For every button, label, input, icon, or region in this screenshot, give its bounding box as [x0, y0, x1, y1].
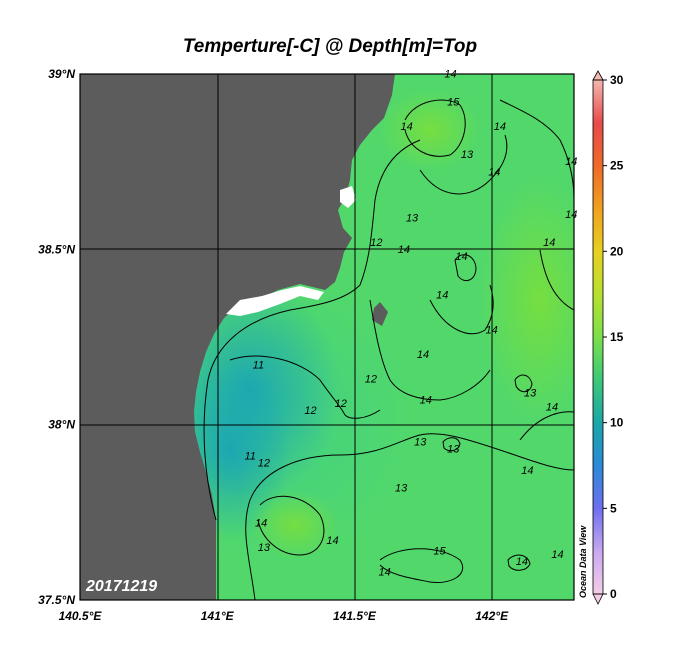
contour-label: 13: [406, 212, 419, 224]
contour-lines: [203, 99, 574, 600]
contour-label: 14: [436, 289, 448, 301]
land-coast-white-north: [340, 186, 356, 208]
contour-label: 13: [395, 482, 408, 494]
contour-label: 14: [494, 121, 506, 133]
contour-line: [369, 299, 491, 401]
plot-frame: [79, 73, 575, 601]
contour-line: [404, 99, 466, 157]
lon-tick-label: 140.5°E: [59, 609, 103, 623]
contour-label: 12: [365, 374, 377, 386]
colorbar-tick-label: 10: [610, 416, 624, 430]
contour-line: [539, 249, 574, 311]
lat-tick-label: 38°N: [48, 418, 75, 432]
contour-line: [429, 284, 494, 335]
contour-label: 14: [400, 121, 412, 133]
colorbar-max-arrow: [592, 70, 604, 81]
colorbar-ramp: [593, 80, 603, 594]
contour-line: [519, 411, 574, 441]
colorbar-ticks: 30 25 20 15 10 5 0: [603, 73, 624, 601]
contour-label: 14: [521, 465, 533, 477]
contour-line: [257, 495, 325, 556]
graticule: [80, 74, 574, 600]
contour-label: 12: [304, 405, 316, 417]
contour-label: 13: [258, 542, 271, 554]
land-mass: [80, 74, 395, 600]
contour-label: 14: [455, 251, 467, 263]
colorbar-tick-label: 0: [610, 587, 617, 601]
colorbar-tick-label: 30: [610, 73, 624, 87]
contour-line: [454, 254, 477, 282]
contour-label: 15: [433, 545, 446, 557]
contour-label: 13: [414, 437, 427, 449]
contour-label: 11: [244, 451, 255, 463]
contour-label: 15: [447, 97, 460, 109]
contour-labels: 1415141314141414131412141414141412121211…: [244, 69, 577, 579]
land-coast-white: [226, 286, 324, 316]
land-islet: [372, 302, 388, 326]
contour-label: 14: [516, 556, 528, 568]
contour-line: [245, 433, 574, 600]
contour-line: [507, 554, 531, 571]
colorbar-min-arrow: [592, 593, 604, 605]
contour-label: 12: [258, 458, 270, 470]
contour-label: 14: [565, 156, 577, 168]
contour-label: 14: [486, 324, 498, 336]
contour-label: 14: [565, 209, 577, 221]
contour-line: [379, 548, 463, 584]
contour-label: 14: [255, 517, 267, 529]
contour-label: 14: [326, 535, 338, 547]
axis-ticks: 140.5°E 141°E 141.5°E 142°E 39°N 38.5°N 38°N 37…: [38, 67, 509, 623]
warm-water-patch-north: [380, 90, 480, 170]
contour-label: 13: [524, 388, 537, 400]
contour-label: 14: [546, 402, 558, 414]
contour-line: [419, 134, 508, 195]
contour-label: 14: [488, 167, 500, 179]
lat-tick-label: 37.5°N: [38, 593, 75, 607]
lat-tick-label: 39°N: [48, 67, 75, 81]
contour-label: 14: [417, 349, 429, 361]
contour-line: [203, 139, 421, 521]
contour-label: 11: [253, 360, 264, 372]
colorbar-tick-label: 15: [610, 330, 624, 344]
contour-label: 14: [543, 237, 555, 249]
lon-tick-label: 141°E: [201, 609, 235, 623]
contour-label: 14: [379, 566, 391, 578]
contour-line: [229, 355, 381, 419]
colorbar: 30 25 20 15 10 5 0: [592, 70, 624, 605]
contour-label: 14: [398, 244, 410, 256]
ocean-data-view-credit: Ocean Data View: [578, 525, 588, 598]
contour-label: 12: [370, 237, 382, 249]
land: [80, 74, 395, 600]
contour-line: [442, 437, 461, 452]
contour-label: 14: [551, 549, 563, 561]
lon-tick-label: 141.5°E: [333, 609, 377, 623]
lon-tick-label: 142°E: [475, 609, 509, 623]
contour-label: 13: [461, 149, 474, 161]
contour-label: 12: [335, 398, 347, 410]
contour-line: [514, 374, 533, 393]
colorbar-tick-label: 25: [610, 159, 624, 173]
colorbar-tick-label: 20: [610, 244, 624, 258]
date-stamp: 20171219: [85, 578, 157, 595]
warm-water-patch-south: [250, 490, 340, 560]
contour-label: 14: [420, 395, 432, 407]
map-title: Temperture[-C] @ Depth[m]=Top: [182, 36, 478, 57]
colorbar-tick-label: 5: [610, 501, 617, 515]
contour-line: [499, 99, 574, 201]
warm-water-patch-east: [480, 180, 574, 420]
contour-label: 13: [447, 444, 460, 456]
lat-tick-label: 38.5°N: [38, 242, 75, 256]
